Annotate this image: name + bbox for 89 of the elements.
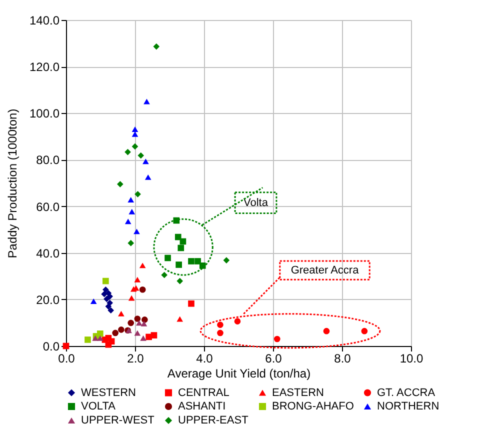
point bbox=[142, 316, 148, 323]
y-axis-title: Paddy Production (1000ton) bbox=[5, 108, 20, 258]
point bbox=[134, 191, 141, 198]
legend-label: GT. ACCRA bbox=[377, 386, 436, 399]
y-tick-label: 120.0 bbox=[29, 60, 60, 74]
point bbox=[153, 43, 160, 50]
point bbox=[102, 278, 109, 284]
point bbox=[124, 218, 132, 224]
point bbox=[217, 322, 224, 328]
x-tick-label: 4.0 bbox=[196, 352, 214, 366]
x-tick-label: 6.0 bbox=[265, 352, 282, 366]
point bbox=[217, 330, 224, 336]
y-tick-label: 40.0 bbox=[36, 246, 60, 260]
point bbox=[142, 158, 149, 164]
point bbox=[134, 228, 140, 234]
point bbox=[128, 197, 134, 203]
point bbox=[234, 318, 241, 324]
point bbox=[101, 290, 108, 298]
point bbox=[176, 262, 182, 268]
point bbox=[104, 296, 110, 302]
point bbox=[146, 334, 152, 340]
y-tick-label: 100.0 bbox=[29, 106, 60, 121]
point bbox=[274, 336, 280, 342]
point bbox=[176, 316, 184, 322]
point bbox=[323, 328, 330, 334]
point bbox=[118, 310, 124, 316]
point bbox=[223, 257, 230, 264]
x-tick-label: 10.0 bbox=[400, 352, 424, 366]
x-tick-label: 8.0 bbox=[334, 352, 352, 366]
point bbox=[194, 258, 201, 264]
legend-label: WESTERN bbox=[81, 386, 136, 399]
legend-label: UPPER-WEST bbox=[81, 414, 155, 426]
point bbox=[178, 244, 184, 252]
y-tick-label: 60.0 bbox=[36, 200, 60, 214]
point bbox=[128, 240, 134, 246]
point bbox=[117, 181, 124, 188]
legend-label: ASHANTI bbox=[178, 400, 226, 412]
point bbox=[199, 262, 206, 269]
point bbox=[132, 131, 138, 137]
point bbox=[144, 98, 150, 104]
legend-label: VOLTA bbox=[81, 400, 116, 412]
point bbox=[136, 320, 142, 326]
point bbox=[176, 278, 184, 284]
legend-label: UPPER-EAST bbox=[178, 414, 249, 426]
point bbox=[102, 336, 108, 343]
point bbox=[132, 126, 138, 132]
x-tick-label: 0.0 bbox=[58, 352, 76, 366]
point bbox=[128, 208, 136, 214]
annotation: Volta bbox=[244, 196, 269, 209]
point bbox=[105, 303, 112, 310]
legend-label: CENTRAL bbox=[178, 386, 230, 399]
legend-label: NORTHERN bbox=[377, 400, 440, 412]
point bbox=[134, 330, 141, 336]
y-tick-label: 140.0 bbox=[29, 14, 60, 28]
legend-label: BRONG-AHAFO bbox=[272, 400, 354, 412]
point bbox=[361, 328, 368, 334]
point bbox=[132, 143, 138, 150]
point bbox=[134, 316, 141, 322]
point bbox=[164, 254, 171, 262]
point bbox=[128, 295, 135, 301]
point bbox=[140, 335, 146, 341]
annotation: Greater Accra bbox=[290, 264, 360, 276]
point bbox=[188, 300, 194, 307]
point bbox=[188, 258, 194, 264]
x-axis-title: Average Unit Yield (ton/ha) bbox=[167, 366, 311, 380]
point bbox=[161, 272, 168, 278]
point bbox=[139, 262, 146, 268]
point bbox=[96, 335, 104, 341]
point bbox=[134, 276, 141, 282]
point bbox=[108, 307, 114, 314]
point bbox=[180, 238, 186, 245]
point bbox=[174, 234, 182, 240]
point bbox=[138, 152, 144, 159]
point bbox=[90, 298, 97, 304]
point bbox=[124, 148, 131, 156]
point bbox=[106, 293, 113, 300]
y-tick-label: 20.0 bbox=[36, 292, 60, 307]
legend-label: EASTERN bbox=[272, 386, 324, 399]
point bbox=[128, 320, 134, 326]
point bbox=[139, 286, 146, 293]
y-tick-label: 80.0 bbox=[36, 153, 60, 168]
point bbox=[118, 326, 124, 333]
point bbox=[130, 286, 137, 292]
point bbox=[144, 174, 152, 180]
point bbox=[84, 336, 91, 343]
point bbox=[112, 330, 118, 336]
x-tick-label: 2.0 bbox=[127, 352, 144, 366]
y-tick-label: 0.0 bbox=[42, 340, 60, 354]
point bbox=[140, 320, 148, 326]
